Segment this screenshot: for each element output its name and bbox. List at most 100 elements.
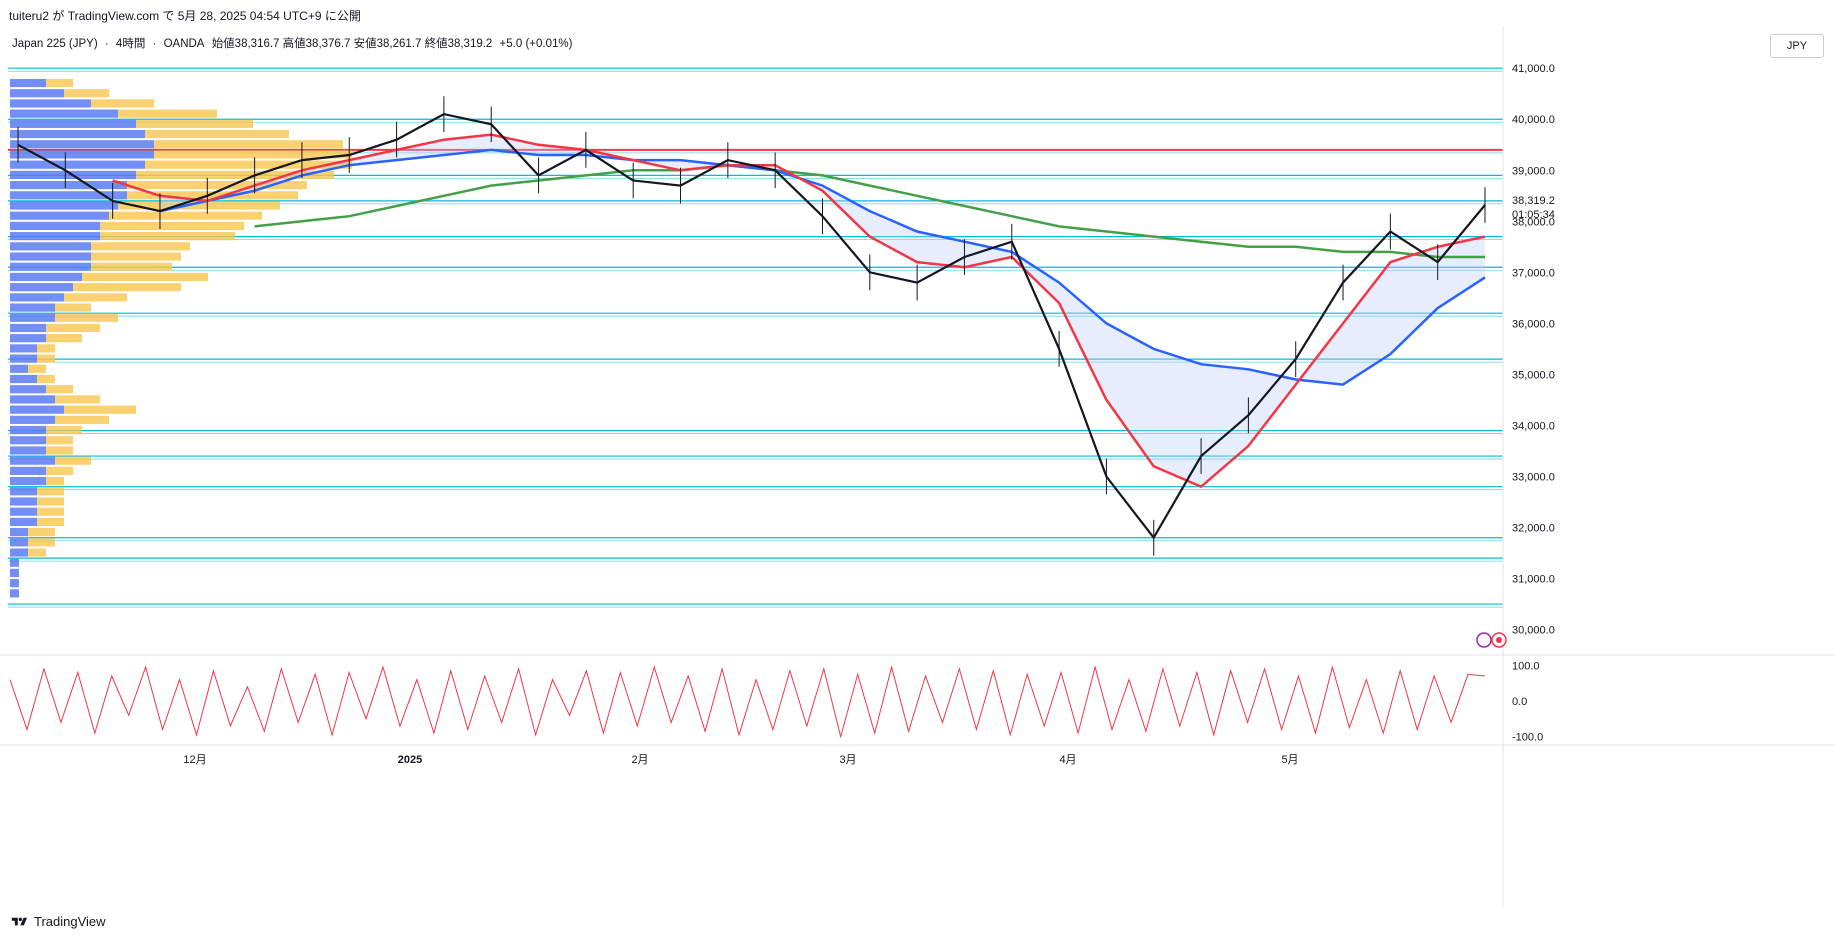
oscillator-pane: 100.0 0.0 -100.0 — [9, 660, 1543, 744]
bar-countdown-label: 01:05:34 — [1512, 209, 1555, 221]
price-tick-label: 38,000.0 — [1512, 216, 1555, 228]
volume-profile-down-bar — [64, 89, 109, 98]
volume-profile-down-bar — [46, 425, 82, 435]
published-text: tuiteru2 が TradingView.com で 5月 28, 2025… — [9, 9, 361, 23]
volume-profile-down-bar — [136, 170, 334, 179]
broker-label: OANDA — [163, 38, 205, 50]
volume-profile-down-bar — [28, 548, 46, 557]
volume-profile-up-bar — [10, 160, 145, 169]
volume-profile-down-bar — [55, 456, 91, 465]
volume-profile-down-bar — [154, 150, 352, 159]
volume-profile-up-bar — [10, 374, 37, 384]
volume-profile-up-bar — [10, 354, 37, 363]
oscillator-tick-label: -100.0 — [1512, 732, 1543, 744]
volume-profile-up-bar — [10, 221, 100, 231]
volume-profile-up-bar — [10, 507, 37, 516]
volume-profile-down-bar — [100, 232, 235, 241]
volume-profile-up-bar — [10, 191, 127, 200]
volume-profile-down-bar — [145, 160, 352, 169]
volume-profile-up-bar — [10, 303, 55, 312]
volume-profile-up-bar — [10, 242, 91, 251]
volume-profile-up-bar — [10, 129, 145, 139]
volume-profile-up-bar — [10, 476, 46, 486]
volume-profile-up-bar — [10, 272, 82, 282]
volume-profile-down-bar — [91, 252, 181, 261]
volume-profile-up-bar — [10, 415, 55, 424]
volume-profile-down-bar — [28, 528, 55, 537]
time-tick-label: 2025 — [398, 754, 422, 766]
volume-profile-up-bar — [10, 211, 109, 220]
volume-profile-up-bar — [10, 568, 19, 578]
price-tick-label: 32,000.0 — [1512, 523, 1555, 535]
volume-profile-down-bar — [91, 242, 190, 251]
volume-profile-down-bar — [127, 180, 307, 190]
volume-profile-up-bar — [10, 109, 118, 118]
volume-profile-up-bar — [10, 466, 46, 475]
price-tick-label: 40,000.0 — [1512, 114, 1555, 126]
ohlc-values: 始値38,316.7 高値38,376.7 安値38,261.7 終値38,31… — [211, 38, 493, 50]
volume-profile-up-bar — [10, 293, 64, 302]
header-bar: tuiteru2 が TradingView.com で 5月 28, 2025… — [0, 0, 1835, 26]
moving-averages — [112, 133, 1486, 489]
volume-profile-down-bar — [37, 354, 55, 363]
volume-profile-up-bar — [10, 456, 55, 465]
volume-profile-down-bar — [37, 517, 64, 527]
volume-profile-up-bar — [10, 548, 28, 557]
volume-profile-down-bar — [46, 466, 73, 475]
volume-profile-up-bar — [10, 78, 46, 88]
volume-profile-up-bar — [10, 446, 46, 455]
symbol-name[interactable]: Japan 225 (JPY) — [12, 38, 98, 50]
volume-profile-down-bar — [55, 303, 91, 312]
volume-profile-down-bar — [37, 487, 64, 496]
time-tick-label: 2月 — [631, 754, 648, 766]
volume-profile-down-bar — [118, 109, 217, 118]
fast-ma-line — [112, 133, 1486, 489]
volume-profile-down-bar — [64, 405, 136, 414]
currency-button[interactable]: JPY — [1770, 34, 1824, 58]
volume-profile-down-bar — [55, 313, 118, 322]
price-tick-label: 37,000.0 — [1512, 267, 1555, 279]
volume-profile-down-bar — [46, 323, 100, 333]
time-tick-label: 12月 — [183, 754, 206, 766]
chart-overlay — [0, 26, 1835, 905]
record-dot-icon — [1496, 637, 1502, 643]
volume-profile-up-bar — [10, 140, 154, 149]
interval-label[interactable]: 4時間 — [115, 38, 146, 50]
volume-profile-up-bar — [10, 497, 37, 506]
volume-profile-down-bar — [100, 221, 244, 231]
price-chart[interactable]: 41,000.0 40,000.0 39,000.0 38,000.0 37,000.0… — [0, 0, 1835, 905]
volume-profile-down-bar — [28, 364, 46, 373]
volume-profile-up-bar — [10, 528, 28, 537]
price-line — [17, 96, 1486, 556]
price-tick-label: 30,000.0 — [1512, 625, 1555, 637]
volume-profile-down-bar — [91, 99, 154, 108]
volume-profile-down-bar — [37, 507, 64, 516]
volume-profile — [10, 78, 352, 598]
volume-profile-up-bar — [10, 313, 55, 322]
volume-profile-down-bar — [64, 293, 127, 302]
volume-profile-down-bar — [46, 78, 73, 88]
price-tick-label: 31,000.0 — [1512, 574, 1555, 586]
volume-profile-up-bar — [10, 517, 37, 527]
volume-profile-up-bar — [10, 436, 46, 445]
volume-profile-up-bar — [10, 283, 73, 292]
volume-profile-down-bar — [46, 436, 73, 445]
volume-profile-up-bar — [10, 395, 55, 404]
volume-profile-up-bar — [10, 323, 46, 333]
price-tick-label: 41,000.0 — [1512, 63, 1555, 75]
price-tick-label: 35,000.0 — [1512, 369, 1555, 381]
symbol-info-line: Japan 225 (JPY) · 4時間 · OANDA 始値38,316.7… — [12, 35, 576, 51]
volume-profile-down-bar — [46, 476, 64, 486]
time-tick-label: 4月 — [1059, 754, 1076, 766]
volume-profile-down-bar — [46, 334, 82, 343]
volume-profile-down-bar — [109, 211, 262, 220]
volume-profile-up-bar — [10, 344, 37, 353]
volume-profile-down-bar — [46, 446, 73, 455]
tradingview-logo-icon — [11, 917, 27, 925]
separator-dot: · — [104, 38, 109, 50]
brand-name: TradingView — [34, 914, 106, 929]
volume-profile-up-bar — [10, 180, 127, 190]
price-tick-label: 36,000.0 — [1512, 318, 1555, 330]
time-tick-label: 3月 — [839, 754, 856, 766]
volume-profile-up-bar — [10, 89, 64, 98]
